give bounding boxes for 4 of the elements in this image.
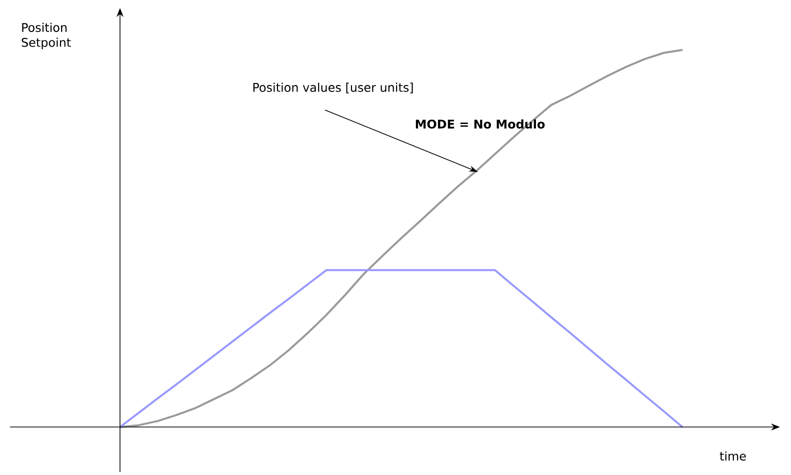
annotation: Position values [user units] <box>253 82 413 94</box>
annotation: MODE = No Modulo <box>416 119 545 129</box>
x-axis-title: time <box>720 451 746 461</box>
y-axis-title: Position Setpoint <box>22 22 71 50</box>
